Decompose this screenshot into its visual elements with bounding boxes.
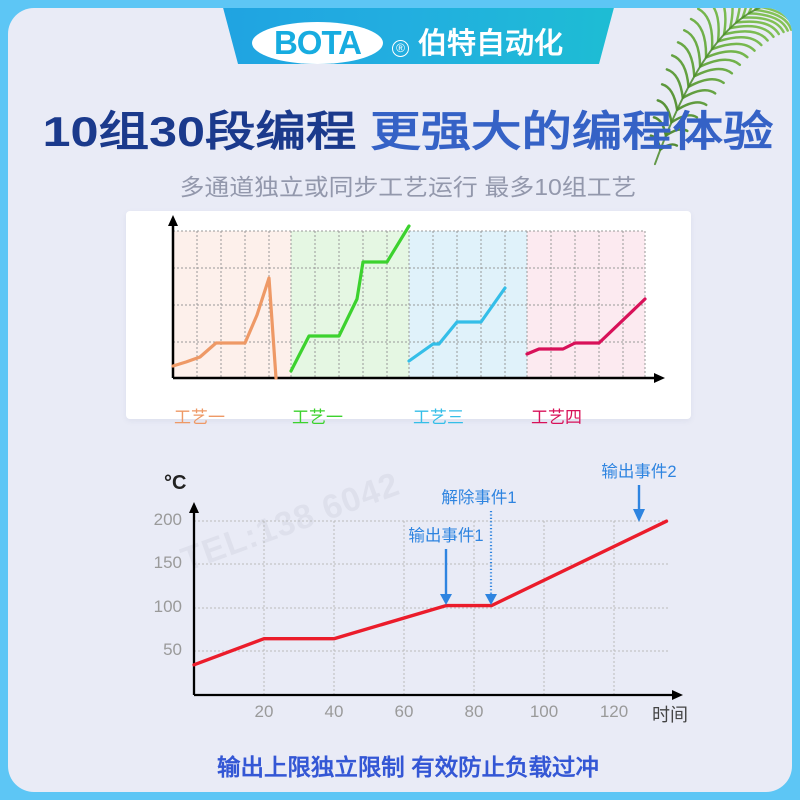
svg-text:200: 200 — [154, 510, 182, 529]
svg-text:100: 100 — [154, 597, 182, 616]
svg-text:100: 100 — [530, 702, 558, 721]
svg-text:150: 150 — [154, 553, 182, 572]
svg-text:80: 80 — [465, 702, 484, 721]
svg-text:50: 50 — [163, 640, 182, 659]
svg-text:20: 20 — [255, 702, 274, 721]
svg-text:输出事件1: 输出事件1 — [408, 526, 483, 545]
svg-text:输出事件2: 输出事件2 — [601, 462, 676, 481]
svg-text:解除事件1: 解除事件1 — [441, 488, 516, 507]
svg-text:°C: °C — [164, 472, 186, 494]
svg-text:时间: 时间 — [652, 705, 688, 725]
svg-text:120: 120 — [600, 702, 628, 721]
svg-text:60: 60 — [395, 702, 414, 721]
svg-text:40: 40 — [325, 702, 344, 721]
